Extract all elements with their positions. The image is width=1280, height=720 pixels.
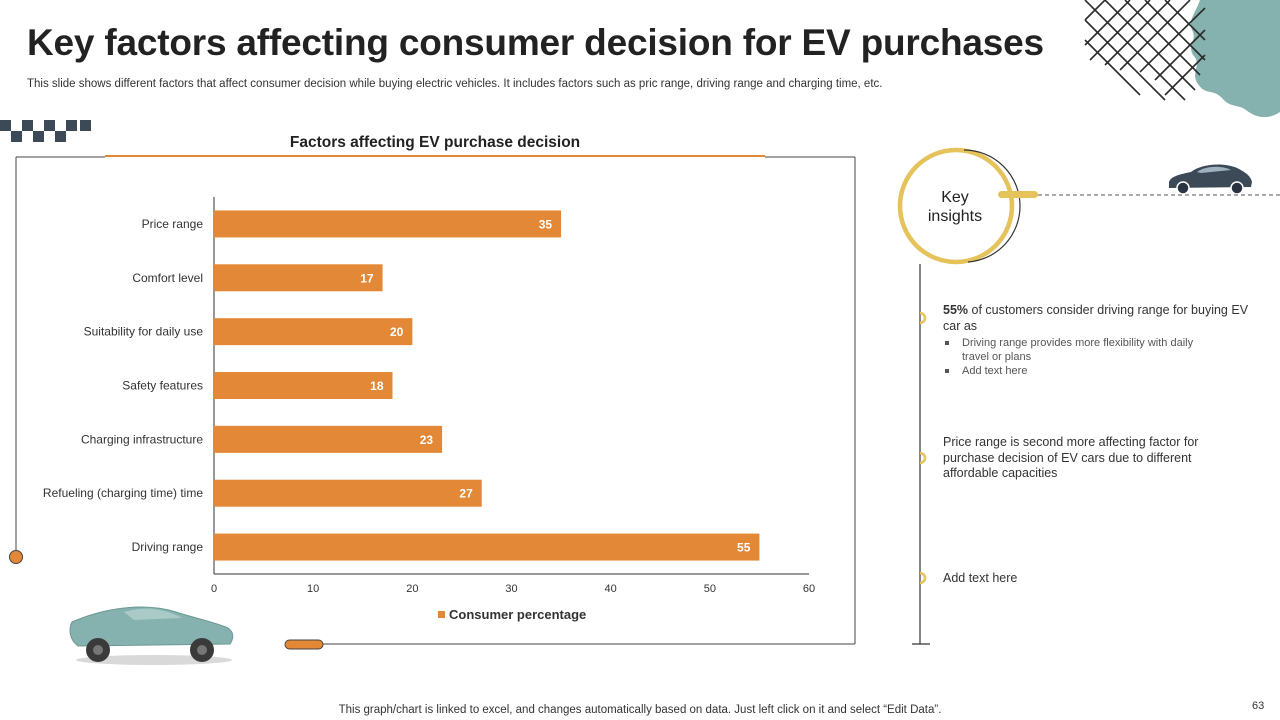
bar (214, 318, 413, 346)
key-insights-ring (897, 147, 1015, 265)
teal-brush-shape (1190, 0, 1280, 118)
bar (214, 264, 383, 292)
bar-value-label: 55 (737, 541, 751, 555)
bar-value-label: 23 (420, 433, 434, 447)
x-tick-label: 10 (307, 583, 319, 595)
bar-chart[interactable]: 0 10 20 30 40 50 60 Price range Comfort level Sui… (0, 0, 870, 680)
category-label: Price range (142, 217, 204, 231)
chart-legend: Consumer percentage (438, 607, 586, 622)
insight-1-bullet-2: Add text here (943, 364, 1222, 378)
chart-bars: 35 17 20 18 23 27 55 (214, 210, 760, 561)
footer-note: This graph/chart is linked to excel, and… (338, 704, 942, 716)
legend-label: Consumer percentage (449, 607, 587, 622)
bar (214, 479, 482, 507)
x-tick-label: 50 (704, 583, 716, 595)
decorative-brush-graphic (1084, 0, 1280, 118)
bar-value-label: 35 (539, 217, 553, 231)
bar (214, 372, 393, 399)
decorative-pill (284, 639, 324, 650)
x-tick-label: 20 (406, 583, 418, 595)
bar-value-label: 27 (459, 487, 473, 501)
timeline-dot-orange (9, 550, 23, 564)
crosshatch-pattern (1084, 0, 1206, 101)
category-label: Suitability for daily use (84, 325, 204, 339)
slide-subtitle: This slide shows different factors that … (27, 78, 883, 90)
bar (214, 425, 443, 453)
checker-flag-pattern (0, 120, 91, 142)
insight-item-3: Add text here (943, 571, 1253, 587)
x-tick-label: 30 (505, 583, 517, 595)
navy-car-illustration (1169, 164, 1252, 195)
bar (214, 210, 562, 238)
ring-outline-arc (963, 149, 1021, 263)
insight-marker-3 (919, 571, 927, 585)
category-label: Safety features (122, 379, 203, 393)
category-label: Charging infrastructure (81, 432, 203, 446)
insight-marker-1 (919, 311, 927, 325)
insight-item-1: 55% of customers consider driving range … (943, 303, 1253, 378)
chart-title: Factors affecting EV purchase decision (289, 134, 581, 151)
x-tick-label: 60 (803, 583, 815, 595)
insight-1-bullet-1: Driving range provides more flexibility … (943, 336, 1222, 364)
key-insights-heading: Key insights (927, 189, 983, 225)
chart-title-underline (105, 155, 765, 157)
insight-item-2: Price range is second more affecting fac… (943, 435, 1233, 482)
category-label: Refueling (charging time) time (43, 486, 203, 500)
insight-1-highlight: 55% (943, 303, 969, 317)
insight-2-text: Price range is second more affecting fac… (943, 435, 1199, 480)
teal-car-illustration (69, 606, 234, 665)
ring-connector-tab (998, 191, 1038, 198)
bar-value-label: 20 (390, 325, 404, 339)
x-tick-label: 40 (605, 583, 617, 595)
category-label: Driving range (132, 540, 204, 554)
insight-marker-2 (919, 451, 927, 465)
bar-value-label: 18 (370, 379, 384, 393)
chart-axes: 0 10 20 30 40 50 60 Price range Comfort level Sui… (43, 197, 815, 595)
category-label: Comfort level (132, 271, 203, 285)
insight-3-text: Add text here (943, 571, 1018, 585)
bar-value-label: 17 (360, 271, 374, 285)
slide-title: Key factors affecting consumer decision … (27, 22, 1044, 63)
bar (214, 533, 760, 561)
legend-swatch (438, 611, 445, 619)
insight-1-bullets: Driving range provides more flexibility … (943, 336, 1253, 378)
insight-1-text: of customers consider driving range for … (943, 303, 1249, 333)
insights-timeline (897, 147, 1280, 645)
page-number: 63 (1252, 700, 1265, 712)
x-tick-label: 0 (211, 583, 217, 595)
